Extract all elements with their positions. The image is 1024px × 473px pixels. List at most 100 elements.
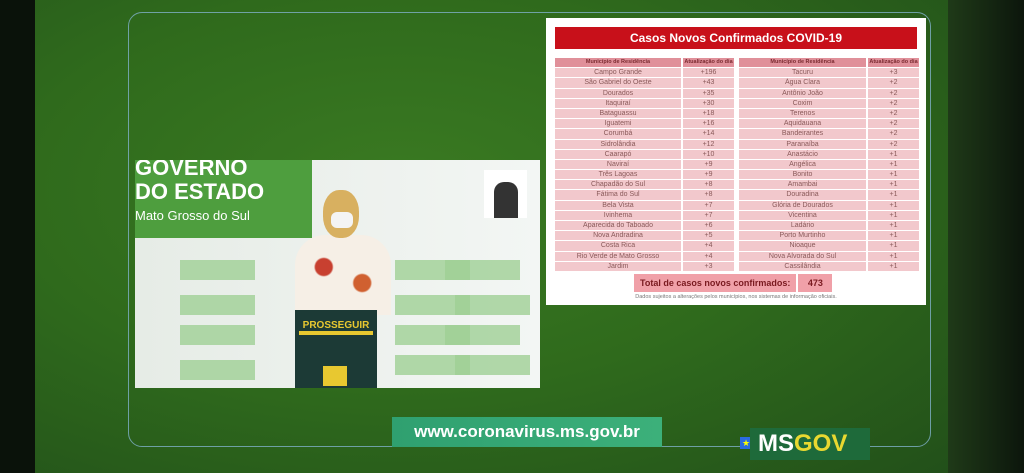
- podium-label: PROSSEGUIR: [299, 320, 373, 335]
- column-header-atualizacao: Atualização do dia: [868, 58, 919, 69]
- disclaimer-note: Dados sujeitos a alterações pelos municí…: [635, 294, 837, 300]
- municipio-cell: Naviraí: [555, 159, 681, 171]
- municipio-cell: Nova Andradina: [555, 231, 681, 242]
- municipio-cell: Amambai: [739, 180, 866, 191]
- atualizacao-cell: +1: [868, 221, 919, 232]
- atualizacao-cell: +14: [683, 129, 734, 140]
- table-row: Aparecida do Taboado +6: [555, 221, 734, 232]
- msgov-logo: MSGOV: [750, 428, 870, 460]
- table-row: Bandeirantes +2: [739, 129, 919, 140]
- municipio-cell: Ladário: [739, 221, 866, 232]
- table-row: São Gabriel do Oeste +43: [555, 78, 734, 89]
- table-row: Nova Alvorada do Sul +1: [739, 251, 919, 262]
- municipio-cell: Anastácio: [739, 149, 866, 160]
- table-row: Glória de Dourados +1: [739, 200, 919, 211]
- website-url-banner: www.coronavirus.ms.gov.br: [392, 417, 662, 447]
- table-row: Fátima do Sul +8: [555, 190, 734, 201]
- atualizacao-cell: +7: [683, 210, 734, 221]
- atualizacao-cell: +4: [683, 241, 734, 252]
- atualizacao-cell: +2: [868, 88, 919, 99]
- table-row: Dourados +35: [555, 88, 734, 99]
- side-bar: [948, 0, 1024, 473]
- atualizacao-cell: +1: [868, 210, 919, 221]
- cases-table-right: Município de Residência Atualização do di…: [739, 58, 919, 272]
- table-row: Jardim +3: [555, 261, 734, 272]
- table-row: Bataguassu +18: [555, 108, 734, 120]
- table-row: Sidrolândia +12: [555, 139, 734, 150]
- municipio-cell: Campo Grande: [555, 68, 681, 79]
- atualizacao-cell: +7: [683, 200, 734, 211]
- atualizacao-cell: +9: [683, 170, 734, 181]
- municipio-cell: Bonito: [739, 170, 866, 181]
- cases-table-left: Município de Residência Atualização do di…: [555, 58, 734, 272]
- atualizacao-cell: +2: [868, 119, 919, 130]
- municipio-cell: Corumbá: [555, 129, 681, 140]
- state-emblem-icon: [323, 366, 347, 386]
- table-row: Antônio João +2: [739, 88, 919, 99]
- municipio-cell: Douradina: [739, 190, 866, 201]
- table-row: Amambai +1: [739, 180, 919, 191]
- atualizacao-cell: +16: [683, 119, 734, 130]
- table-row: Vicentina +1: [739, 210, 919, 221]
- table-header: Município de Residência Atualização do di…: [739, 58, 919, 69]
- atualizacao-cell: +2: [868, 78, 919, 89]
- atualizacao-cell: +3: [868, 68, 919, 79]
- atualizacao-cell: +1: [868, 251, 919, 262]
- table-row: Bela Vista +7: [555, 200, 734, 211]
- sign-language-interpreter: [484, 170, 527, 218]
- podium: PROSSEGUIR: [295, 310, 377, 388]
- municipio-cell: Antônio João: [739, 88, 866, 99]
- municipio-cell: Três Lagoas: [555, 170, 681, 181]
- atualizacao-cell: +43: [683, 78, 734, 89]
- atualizacao-cell: +8: [683, 180, 734, 191]
- banner-line-3: Mato Grosso do Sul: [135, 208, 250, 223]
- column-header-municipio: Município de Residência: [739, 58, 866, 69]
- atualizacao-cell: +1: [868, 200, 919, 211]
- atualizacao-cell: +1: [868, 149, 919, 160]
- table-row: Paranaíba +2: [739, 139, 919, 150]
- table-row: Rio Verde de Mato Grosso +4: [555, 251, 734, 262]
- atualizacao-cell: +1: [868, 170, 919, 181]
- table-row: Itaquiraí +30: [555, 98, 734, 109]
- municipio-cell: Ivinhema: [555, 210, 681, 221]
- atualizacao-cell: +18: [683, 108, 734, 120]
- table-row: Coxim +2: [739, 98, 919, 109]
- government-banner: GOVERNO DO ESTADO Mato Grosso do Sul: [135, 160, 312, 238]
- municipio-cell: Angélica: [739, 159, 866, 171]
- atualizacao-cell: +35: [683, 88, 734, 99]
- atualizacao-cell: +30: [683, 98, 734, 109]
- atualizacao-cell: +1: [868, 241, 919, 252]
- column-header-atualizacao: Atualização do dia: [683, 58, 734, 69]
- atualizacao-cell: +12: [683, 139, 734, 150]
- panel-title: Casos Novos Confirmados COVID-19: [555, 27, 917, 49]
- banner-line-2: DO ESTADO: [135, 179, 265, 204]
- atualizacao-cell: +1: [868, 231, 919, 242]
- municipio-cell: Iguatemi: [555, 119, 681, 130]
- table-row: Anastácio +1: [739, 149, 919, 160]
- speaker: [295, 190, 395, 340]
- municipio-cell: Paranaíba: [739, 139, 866, 150]
- table-row: Aquidauana +2: [739, 119, 919, 130]
- municipio-cell: Cassilândia: [739, 261, 866, 272]
- atualizacao-cell: +2: [868, 108, 919, 120]
- press-conference-video: GOVERNO DO ESTADO Mato Grosso do Sul PRO…: [135, 160, 540, 388]
- municipio-cell: Bataguassu: [555, 108, 681, 120]
- table-row: Cassilândia +1: [739, 261, 919, 272]
- municipio-cell: Sidrolândia: [555, 139, 681, 150]
- table-row: Iguatemi +16: [555, 119, 734, 130]
- atualizacao-cell: +10: [683, 149, 734, 160]
- municipio-cell: Tacuru: [739, 68, 866, 79]
- table-row: Costa Rica +4: [555, 241, 734, 252]
- total-label: Total de casos novos confirmados:: [634, 274, 797, 292]
- municipio-cell: Rio Verde de Mato Grosso: [555, 251, 681, 262]
- municipio-cell: Vicentina: [739, 210, 866, 221]
- atualizacao-cell: +2: [868, 129, 919, 140]
- table-row: Naviraí +9: [555, 159, 734, 171]
- atualizacao-cell: +9: [683, 159, 734, 171]
- municipio-cell: Água Clara: [739, 78, 866, 89]
- table-header: Município de Residência Atualização do di…: [555, 58, 734, 69]
- star-icon: ★: [740, 437, 752, 449]
- municipio-cell: Coxim: [739, 98, 866, 109]
- municipio-cell: Glória de Dourados: [739, 200, 866, 211]
- table-row: Nioaque +1: [739, 241, 919, 252]
